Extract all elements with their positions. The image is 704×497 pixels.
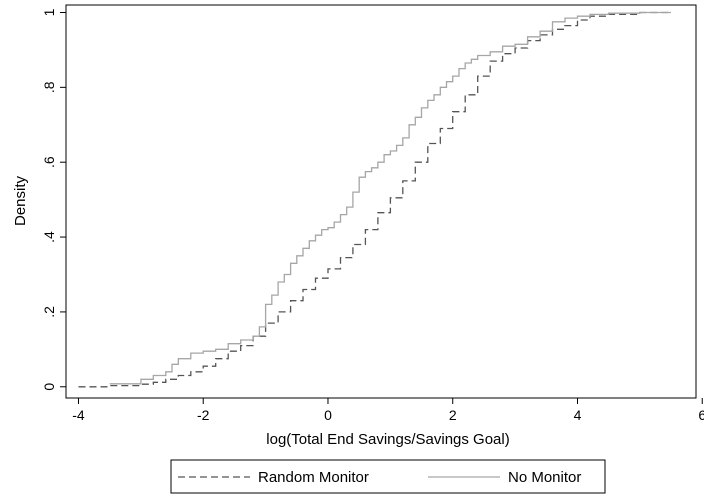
x-tick-label: 4 (574, 407, 582, 423)
x-axis: -4 -2 0 2 4 6 (72, 398, 704, 423)
legend-label-no-monitor: No Monitor (508, 469, 581, 486)
series-line-no-monitor (109, 11, 671, 385)
x-tick-label: 6 (698, 407, 704, 423)
y-tick-label: .8 (41, 81, 57, 93)
legend-label-random-monitor: Random Monitor (258, 469, 369, 486)
x-tick-label: -4 (72, 407, 85, 423)
x-tick-label: 0 (324, 407, 332, 423)
y-tick-label: 0 (41, 383, 57, 391)
x-axis-title: log(Total End Savings/Savings Goal) (266, 431, 509, 448)
legend: Random Monitor No Monitor (170, 459, 606, 494)
legend-box (170, 459, 606, 494)
x-tick-label: -2 (197, 407, 210, 423)
y-axis: 0 .2 .4 .6 .8 1 (41, 8, 66, 391)
series-layer (78, 11, 671, 388)
plot-area (65, 4, 697, 399)
y-tick-label: .6 (41, 156, 57, 168)
y-axis-title: Density (12, 175, 29, 226)
x-tick-label: 2 (449, 407, 457, 423)
y-tick-label: .4 (41, 231, 57, 243)
y-tick-label: 1 (41, 8, 57, 16)
y-tick-label: .2 (41, 306, 57, 318)
